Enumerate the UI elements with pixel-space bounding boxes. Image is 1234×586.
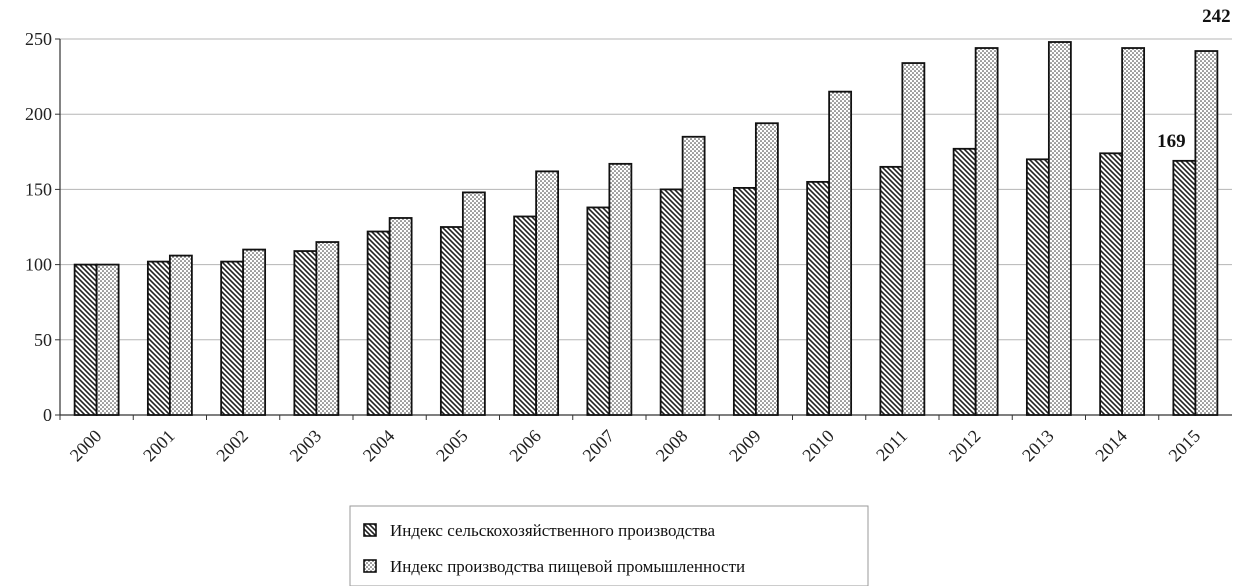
bar-food-industry-2002 <box>242 248 267 416</box>
bar-food-industry-2015 <box>1194 50 1219 416</box>
bar-agriculture-2015 <box>1172 159 1197 416</box>
bar-agriculture-2014 <box>1099 152 1124 416</box>
bar-agriculture-2007 <box>586 206 611 416</box>
x-tick-label: 2006 <box>505 426 545 466</box>
bar-agriculture-2003 <box>293 250 318 416</box>
bar-food-industry-2009 <box>754 122 779 416</box>
data-label-2015-1: 242 <box>1202 6 1231 27</box>
y-tick-label: 50 <box>34 330 52 350</box>
x-tick-label: 2015 <box>1165 426 1205 466</box>
data-label-2015-0: 169 <box>1157 131 1186 152</box>
x-tick-label: 2007 <box>579 426 619 466</box>
bar-agriculture-2011 <box>879 165 904 416</box>
data-labels: 169 242 <box>1157 6 1231 152</box>
bar-agriculture-2013 <box>1025 158 1050 416</box>
bar-agriculture-2000 <box>73 263 98 416</box>
x-tick-label: 2008 <box>652 426 692 466</box>
y-tick-label: 150 <box>25 179 52 199</box>
legend-box <box>349 505 869 586</box>
bar-food-industry-2008 <box>681 135 706 416</box>
bar-food-industry-2006 <box>535 170 560 416</box>
x-tick-label: 2010 <box>798 426 838 466</box>
bar-agriculture-2010 <box>806 180 831 416</box>
x-tick-label: 2014 <box>1091 426 1131 466</box>
bar-food-industry-2000 <box>95 263 120 416</box>
bar-food-industry-2003 <box>315 241 340 416</box>
legend-label-1: Индекс производства пищевой промышленнос… <box>390 557 745 576</box>
x-axis-tick-labels: 2000 2001 2002 2003 2004 2005 2006 2007 2008 2009… <box>66 426 1204 466</box>
bar-agriculture-2008 <box>659 188 684 416</box>
bars <box>73 41 1219 416</box>
bar-agriculture-2006 <box>513 215 538 416</box>
bar-agriculture-2009 <box>732 186 757 416</box>
bar-agriculture-2012 <box>952 147 977 416</box>
bar-food-industry-2007 <box>608 162 633 416</box>
y-tick-label: 0 <box>43 405 52 425</box>
y-tick-label: 100 <box>25 255 52 275</box>
bar-food-industry-2014 <box>1121 47 1146 416</box>
x-tick-label: 2001 <box>139 426 179 466</box>
y-tick-label: 200 <box>25 104 52 124</box>
bar-food-industry-2011 <box>901 62 926 416</box>
bar-agriculture-2005 <box>439 226 464 416</box>
legend: Индекс сельскохозяйственного производств… <box>349 505 869 586</box>
x-tick-label: 2002 <box>212 426 252 466</box>
y-axis-tick-labels: 0 50 100 150 200 250 <box>25 29 52 425</box>
x-tick-label: 2009 <box>725 426 765 466</box>
x-tick-label: 2000 <box>66 426 106 466</box>
bar-food-industry-2005 <box>461 191 486 416</box>
x-tick-label: 2013 <box>1018 426 1058 466</box>
x-tick-label: 2011 <box>872 426 911 465</box>
bar-food-industry-2012 <box>974 47 999 416</box>
x-tick-label: 2003 <box>286 426 326 466</box>
y-tick-label: 250 <box>25 29 52 49</box>
x-tick-label: 2004 <box>359 426 399 466</box>
bar-food-industry-2010 <box>828 90 853 416</box>
bar-agriculture-2002 <box>220 260 245 416</box>
bar-food-industry-2004 <box>388 217 413 416</box>
bar-agriculture-2001 <box>146 260 171 416</box>
x-tick-label: 2005 <box>432 426 472 466</box>
bar-food-industry-2013 <box>1047 41 1072 416</box>
bar-food-industry-2001 <box>168 254 193 416</box>
bar-agriculture-2004 <box>366 230 391 416</box>
legend-label-0: Индекс сельскохозяйственного производств… <box>390 521 715 540</box>
legend-swatch-1 <box>363 559 377 573</box>
x-tick-label: 2012 <box>945 426 985 466</box>
legend-swatch-0 <box>363 523 377 537</box>
